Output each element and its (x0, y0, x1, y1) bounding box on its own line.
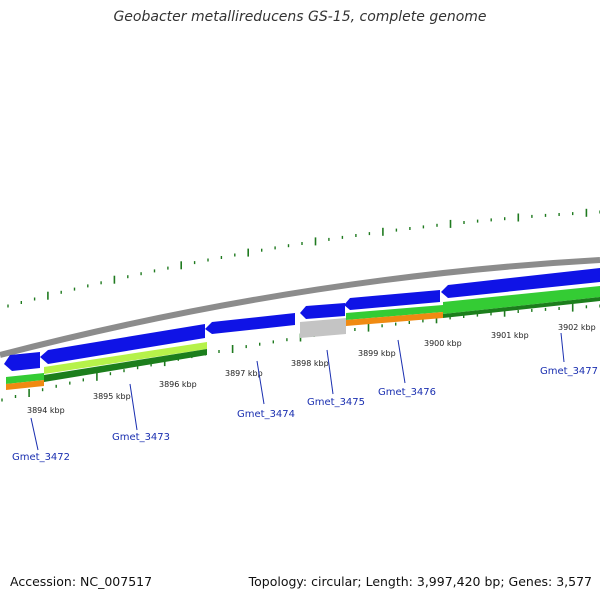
kbp-label: 3898 kbp (291, 359, 329, 368)
gene-leader-line (397, 339, 406, 384)
cds-arrow (205, 313, 295, 334)
cds-arrow (300, 303, 345, 319)
genome-backbone (0, 257, 600, 358)
kbp-labels: 3894 kbp 3895 kbp 3896 kbp 3897 kbp 3898… (27, 323, 596, 415)
gene-leader-line (326, 349, 334, 395)
gene-feature-green (443, 286, 600, 314)
kbp-label: 3900 kbp (424, 339, 462, 348)
gene-leader-line (129, 383, 138, 431)
outer-tick-ring (7, 208, 600, 308)
gene-feature-gray (300, 318, 346, 338)
cds-arrow (441, 268, 600, 298)
gene-label[interactable]: Gmet_3477 (540, 366, 598, 377)
kbp-label: 3899 kbp (358, 349, 396, 358)
gene-leader-line (30, 417, 39, 451)
gene-feature-green (346, 305, 443, 320)
gene-feature-orange (346, 312, 443, 326)
gene-leader-lines (30, 332, 565, 451)
cds-arrow (4, 352, 40, 371)
kbp-label: 3894 kbp (27, 406, 65, 415)
kbp-label: 3895 kbp (93, 392, 131, 401)
gene-label[interactable]: Gmet_3472 (12, 452, 70, 463)
gene-feature-green (443, 297, 600, 318)
genome-summary-text: Topology: circular; Length: 3,997,420 bp… (248, 574, 592, 589)
cds-arrow (344, 290, 440, 310)
gene-leader-line (560, 332, 565, 363)
kbp-label: 3896 kbp (159, 380, 197, 389)
gene-leader-line (256, 360, 265, 405)
cds-arrow (40, 324, 205, 364)
gene-feature-green (44, 349, 207, 382)
gene-feature-orange (6, 380, 44, 390)
gene-label[interactable]: Gmet_3473 (112, 432, 170, 443)
gene-feature-green (6, 373, 44, 384)
kbp-label: 3901 kbp (491, 331, 529, 340)
kbp-label: 3897 kbp (225, 369, 263, 378)
gene-feature-lime (44, 342, 207, 374)
map-title: Geobacter metallireducens GS-15, complet… (113, 9, 487, 25)
gene-labels: Gmet_3472 Gmet_3473 Gmet_3474 Gmet_3475 … (12, 366, 598, 463)
gene-label[interactable]: Gmet_3475 (307, 397, 365, 408)
cds-track (4, 268, 600, 371)
feature-track (6, 286, 600, 390)
accession-text: Accession: NC_007517 (10, 574, 153, 589)
gene-label[interactable]: Gmet_3474 (237, 409, 295, 420)
gene-label[interactable]: Gmet_3476 (378, 387, 436, 398)
kbp-label: 3902 kbp (558, 323, 596, 332)
